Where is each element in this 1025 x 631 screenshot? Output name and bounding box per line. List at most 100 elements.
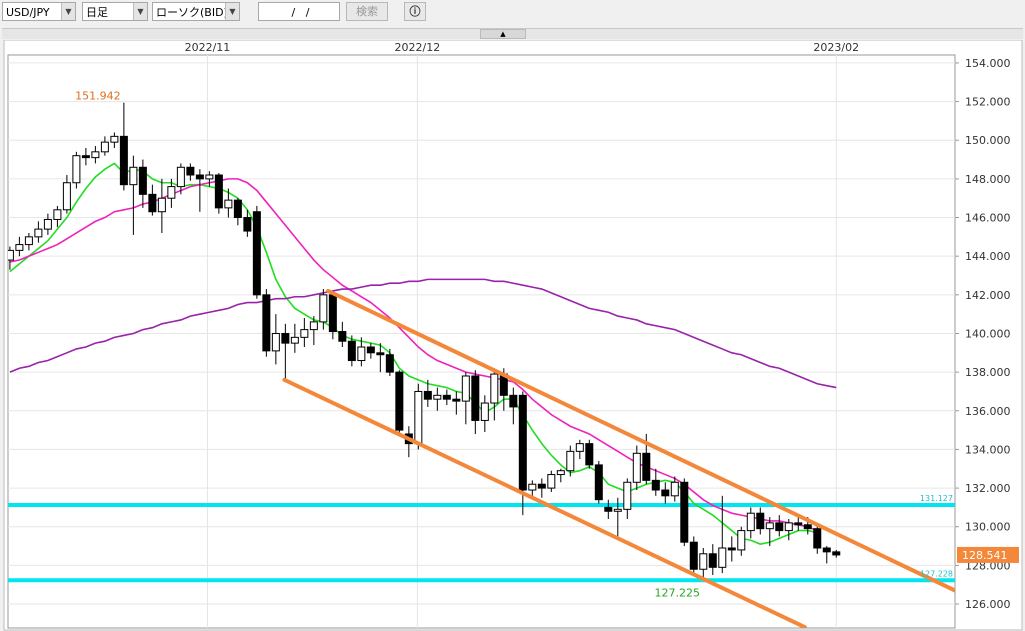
candle-body [803,524,812,530]
candle-body [708,553,717,568]
candle-body [423,390,432,400]
candle-body [300,329,309,338]
candle-body [480,402,489,421]
collapse-button[interactable]: ▲ [480,29,526,39]
candle-body [775,522,784,532]
chart-type: ローソク(BID) [156,6,228,19]
candle-body [651,479,660,491]
candle-body [62,182,71,211]
horizontal-line-label: 131.127 [920,494,953,503]
candle-body [452,398,461,402]
candle-body [756,512,765,530]
y-tick-label: 136.000 [965,405,1011,418]
candle-body [813,528,822,549]
candle-body [594,464,603,501]
candle-body [632,452,641,483]
x-tick-label: 2022/12 [395,41,441,54]
candle-body [414,390,423,445]
candle-body [718,547,727,568]
candle-body [15,244,24,251]
candle-body [186,166,195,176]
candle-body [794,522,803,526]
symbol-select[interactable]: USD/JPY ▼ [2,2,76,21]
candle-body [43,218,52,230]
candle-body [34,228,43,238]
candle-body [148,193,157,213]
candle-body [471,375,480,421]
candle-body [205,174,214,180]
last-price-box [957,546,1019,563]
candle-body [623,481,632,510]
candle-body [442,394,451,400]
candle-body [176,166,185,188]
dropdown-arrow: ▼ [133,3,147,20]
candle-body [680,481,689,543]
y-tick-label: 132.000 [965,482,1011,495]
candle-body [24,236,33,246]
candle-body [157,197,166,213]
y-tick-label: 130.000 [965,521,1011,534]
candle-body [822,547,831,553]
candle-body [604,506,613,512]
y-tick-label: 126.000 [965,598,1011,611]
period-select[interactable]: 日足 ▼ [82,2,148,21]
collapse-bar: ▲ [2,28,1023,39]
search-label: 検索 [356,5,378,18]
x-tick-label: 2022/11 [185,41,231,54]
candle-body [461,375,470,402]
candle-body [547,474,556,489]
annotation: 151.942 [75,90,121,103]
candle-body [347,340,356,362]
candle-body [271,332,280,352]
candle-body [784,522,793,532]
y-tick-label: 144.000 [965,250,1011,263]
candle-body [832,551,841,556]
candle-body [537,483,546,489]
candle-body [556,470,565,476]
candle-body [338,331,347,342]
candle-body [243,217,252,232]
candle-body [509,394,518,408]
candle-body [699,553,708,570]
y-tick-label: 150.000 [965,134,1011,147]
candle-body [765,522,774,530]
trend-line [326,288,955,593]
candle-body [528,483,537,491]
candle-body [433,394,442,400]
candle-body [53,209,62,220]
candle-body [490,373,499,404]
y-tick-label: 142.000 [965,289,1011,302]
y-tick-label: 152.000 [965,96,1011,109]
candle-body [262,294,271,352]
info-button[interactable]: ⓘ [404,2,426,21]
candle-body [385,354,394,373]
candle-body [100,141,109,153]
candle-body [670,481,679,497]
candle-body [8,249,14,261]
candle-body [689,541,698,570]
toolbar: USD/JPY ▼ 日足 ▼ ローソク(BID) ▼ / / 検索 ⓘ [0,0,1025,26]
candle-body [395,371,404,431]
candle-body [727,547,736,551]
annotation: 127.225 [655,586,701,599]
trend-line [282,377,807,628]
chart-type-select[interactable]: ローソク(BID) ▼ [152,2,240,21]
search-button[interactable]: 検索 [346,2,388,21]
dropdown-arrow: ▼ [61,3,75,20]
y-tick-label: 134.000 [965,443,1011,456]
candle-body [585,443,594,466]
candle-body [290,336,299,344]
candle-body [366,346,375,354]
date-input[interactable]: / / [258,2,340,21]
moving-average-line [9,278,837,389]
candle-body [119,135,128,186]
candle-body [72,155,81,184]
candle-body [661,489,670,497]
candle-body [138,166,147,195]
candle-body [167,186,176,199]
y-tick-label: 140.000 [965,327,1011,340]
candle-body [642,452,651,481]
candle-body [110,135,119,143]
last-price-label: 128.541 [962,549,1008,562]
